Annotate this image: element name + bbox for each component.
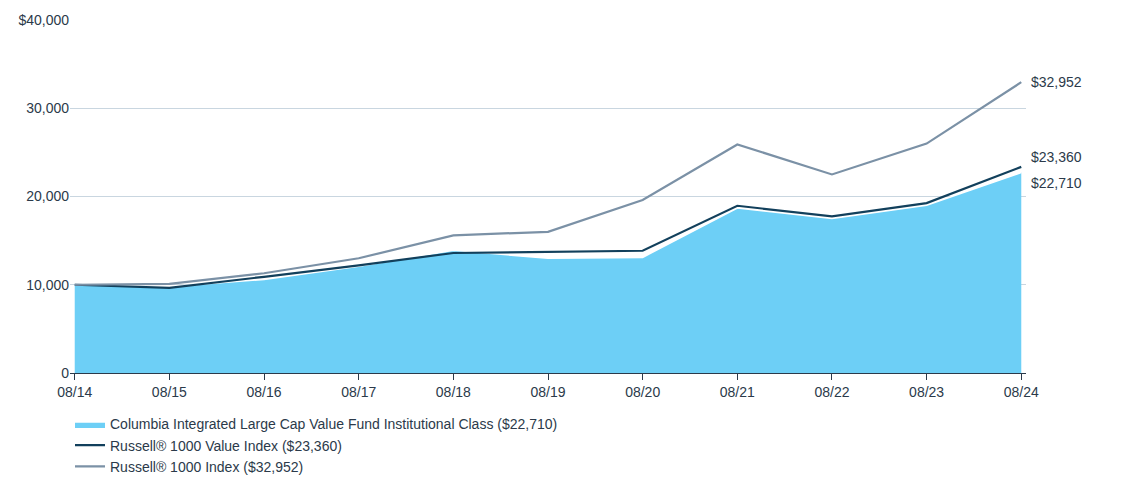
svg-text:$32,952: $32,952 bbox=[1031, 74, 1082, 90]
svg-text:08/17: 08/17 bbox=[341, 384, 376, 400]
svg-text:Columbia Integrated Large Cap: Columbia Integrated Large Cap Value Fund… bbox=[110, 416, 557, 432]
svg-text:0: 0 bbox=[61, 365, 69, 381]
svg-text:20,000: 20,000 bbox=[26, 188, 69, 204]
svg-text:08/14: 08/14 bbox=[57, 384, 92, 400]
svg-text:08/16: 08/16 bbox=[247, 384, 282, 400]
svg-text:08/22: 08/22 bbox=[814, 384, 849, 400]
svg-text:$40,000: $40,000 bbox=[18, 12, 69, 28]
svg-text:30,000: 30,000 bbox=[26, 100, 69, 116]
svg-text:08/15: 08/15 bbox=[152, 384, 187, 400]
svg-text:10,000: 10,000 bbox=[26, 277, 69, 293]
svg-text:08/24: 08/24 bbox=[1004, 384, 1039, 400]
svg-text:Russell® 1000 Index ($32,952): Russell® 1000 Index ($32,952) bbox=[110, 459, 303, 475]
svg-text:$23,360: $23,360 bbox=[1031, 149, 1082, 165]
svg-text:$22,710: $22,710 bbox=[1031, 175, 1082, 191]
svg-text:08/19: 08/19 bbox=[530, 384, 565, 400]
svg-text:08/18: 08/18 bbox=[436, 384, 471, 400]
svg-text:08/20: 08/20 bbox=[625, 384, 660, 400]
svg-text:08/21: 08/21 bbox=[720, 384, 755, 400]
svg-text:08/23: 08/23 bbox=[909, 384, 944, 400]
svg-text:Russell® 1000 Value Index ($23: Russell® 1000 Value Index ($23,360) bbox=[110, 438, 342, 454]
